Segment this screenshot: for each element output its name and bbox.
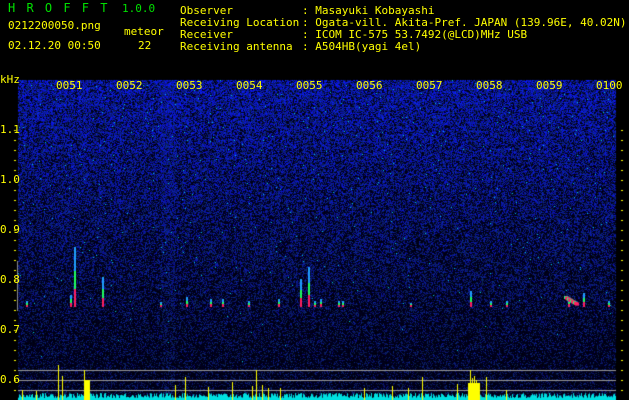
info-value: : ICOM IC-575 53.7492(@LCD)MHz USB: [302, 28, 528, 41]
info-label: Receiving antenna: [180, 40, 293, 53]
time-tick-label: 0059: [536, 79, 563, 92]
y-tick-label: 0.6: [0, 373, 20, 386]
y-tick-label: 0.7: [0, 323, 20, 336]
y-tick-label: 0.8: [0, 273, 20, 286]
time-tick-label: 0057: [416, 79, 443, 92]
time-tick-label: 0056: [356, 79, 383, 92]
time-tick-label: 0055: [296, 79, 323, 92]
datetime: 02.12.20 00:50: [8, 39, 101, 52]
time-tick-label: 0053: [176, 79, 203, 92]
y-tick-label: 1.0: [0, 173, 20, 186]
y-tick-label: 0.9: [0, 223, 20, 236]
time-tick-label: 0100: [596, 79, 623, 92]
time-tick-label: 0051: [56, 79, 83, 92]
info-value: : A504HB(yagi 4el): [302, 40, 422, 53]
time-tick-label: 0052: [116, 79, 143, 92]
time-tick-label: 0058: [476, 79, 503, 92]
info-label: Observer: [180, 4, 233, 17]
info-label: Receiving Location: [180, 16, 300, 29]
meteor-label: meteor: [124, 25, 164, 38]
app-title: H R O F F T: [8, 1, 110, 15]
info-label: Receiver: [180, 28, 233, 41]
filename: 0212200050.png: [8, 19, 101, 32]
time-tick-label: 0054: [236, 79, 263, 92]
spectrogram: [0, 78, 629, 400]
info-value: : Masayuki Kobayashi: [302, 4, 435, 17]
info-value: : Ogata-vill. Akita-Pref. JAPAN (139.96E…: [302, 16, 627, 29]
meteor-count: 22: [138, 39, 152, 52]
y-axis-unit: kHz: [0, 73, 20, 86]
app-version: 1.0.0: [122, 2, 156, 15]
y-tick-label: 1.1: [0, 123, 20, 136]
